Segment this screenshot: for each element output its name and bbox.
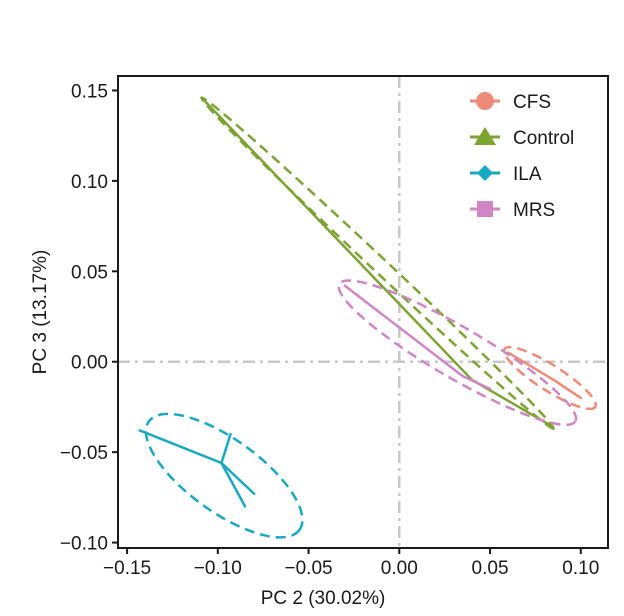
legend-label: Control — [513, 128, 574, 149]
spider-line-cfs — [552, 378, 583, 400]
spider-line-ila — [220, 432, 232, 465]
legend-label: MRS — [513, 200, 555, 221]
legend: CFS Control ILA MRS — [470, 92, 574, 221]
spider-line-ila — [220, 461, 256, 495]
y-axis: −0.10 −0.05 0.00 0.05 0.10 0.15 — [60, 81, 118, 555]
y-tick-label: 0.15 — [71, 81, 108, 102]
x-tick-label: 0.10 — [562, 558, 599, 579]
legend-item-cfs: CFS — [470, 92, 551, 113]
series-layer — [138, 96, 598, 539]
series-mrs — [337, 279, 578, 427]
y-axis-title: PC 3 (13.17%) — [30, 250, 51, 375]
spider-line-mrs — [461, 374, 492, 391]
spider-line-control — [202, 98, 474, 382]
legend-label: CFS — [513, 92, 551, 113]
ellipse-mrs — [337, 279, 578, 427]
x-tick-label: −0.05 — [285, 558, 333, 579]
panel-border — [117, 75, 609, 549]
y-tick-label: 0.00 — [71, 353, 108, 374]
x-tick-label: −0.10 — [194, 558, 242, 579]
x-axis-title: PC 2 (30.02%) — [261, 588, 386, 609]
legend-marker-circle — [476, 92, 494, 110]
series-cfs — [502, 345, 598, 411]
x-tick-label: −0.15 — [103, 558, 151, 579]
x-tick-label: 0.05 — [472, 558, 509, 579]
series-control — [200, 96, 555, 430]
y-tick-label: 0.10 — [71, 172, 108, 193]
series-ila — [138, 412, 304, 539]
spider-line-mrs — [343, 284, 465, 378]
ellipse-cfs — [502, 345, 598, 411]
legend-marker-square — [477, 201, 493, 217]
legend-item-ila: ILA — [470, 164, 542, 185]
ellipse-ila — [144, 412, 304, 539]
y-tick-label: −0.05 — [60, 443, 108, 464]
legend-marker-diamond — [477, 165, 493, 181]
x-axis: −0.15 −0.10 −0.05 0.00 0.05 0.10 — [103, 548, 599, 579]
spider-line-ila — [220, 461, 247, 508]
ellipse-control — [200, 96, 555, 430]
legend-item-control: Control — [470, 127, 574, 149]
x-tick-label: 0.00 — [381, 558, 418, 579]
spider-line-cfs — [506, 351, 555, 382]
legend-label: ILA — [513, 164, 542, 185]
spider-line-ila — [138, 429, 223, 465]
legend-item-mrs: MRS — [470, 200, 555, 221]
legend-marker-triangle — [474, 127, 496, 145]
y-tick-label: −0.10 — [60, 534, 108, 555]
reference-lines — [118, 76, 608, 548]
y-tick-label: 0.05 — [71, 262, 108, 283]
